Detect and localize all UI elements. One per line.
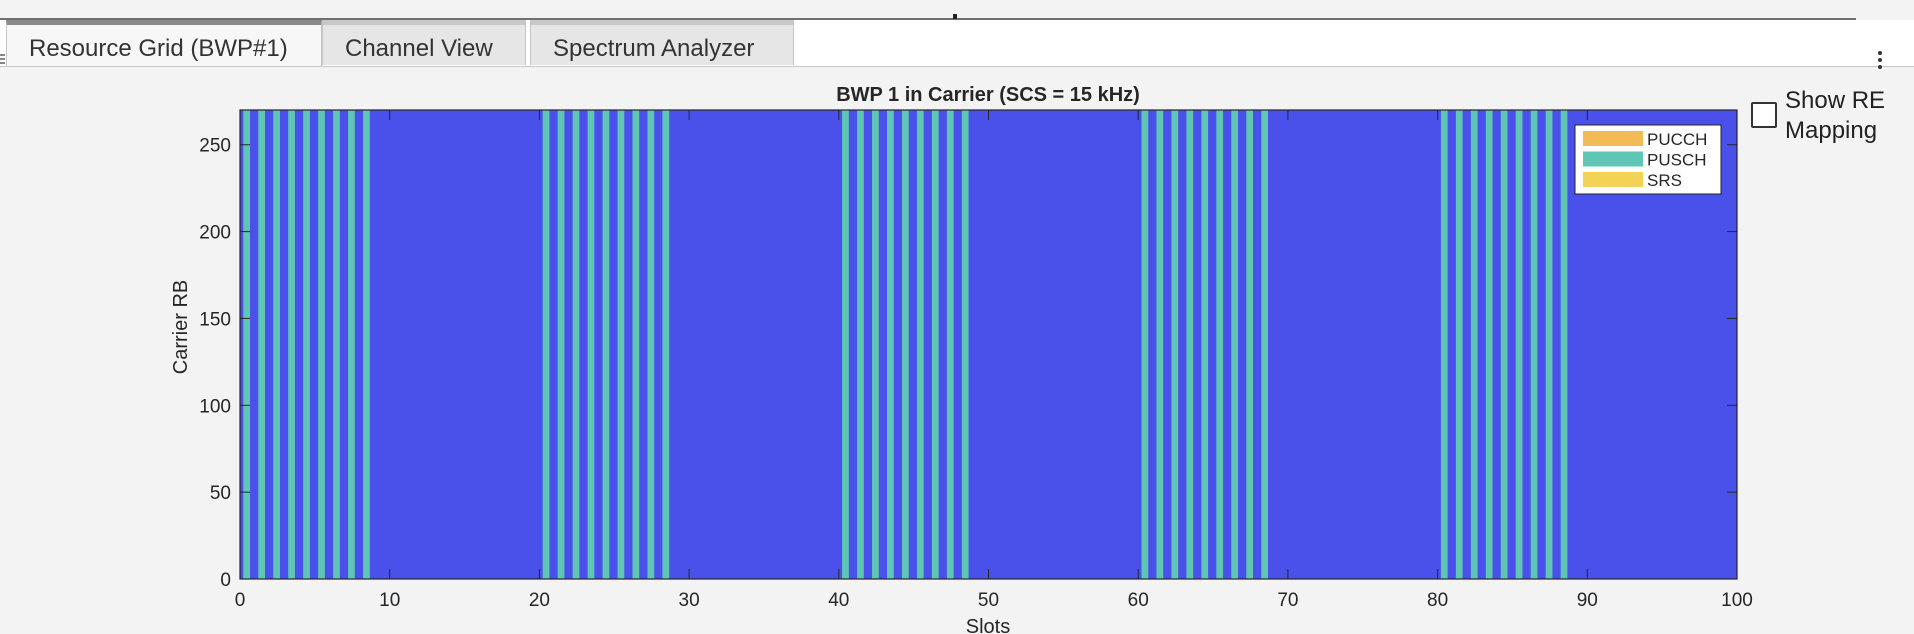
- pusch-allocation: [1201, 110, 1209, 579]
- tab-channel-view[interactable]: Channel View: [322, 20, 526, 65]
- pusch-allocation: [916, 110, 924, 579]
- x-tick-label: 10: [379, 590, 400, 611]
- pusch-allocation: [1485, 110, 1493, 579]
- pusch-allocation: [1530, 110, 1538, 579]
- plot-area: 0 10 20 30 40 50 60 70 80 90 100 0 50 100 150 200 250 PUC…: [199, 109, 1753, 611]
- y-axis-label: Carrier RB: [170, 280, 192, 374]
- pusch-allocation: [901, 110, 909, 579]
- x-tick-label: 100: [1721, 590, 1753, 611]
- tab-spectrum-analyzer[interactable]: Spectrum Analyzer: [530, 20, 794, 65]
- more-options-icon[interactable]: [1870, 48, 1890, 78]
- pusch-allocation: [557, 110, 565, 579]
- legend-label: SRS: [1647, 171, 1682, 190]
- legend-swatch: [1583, 151, 1643, 167]
- tab-resource-grid[interactable]: Resource Grid (BWP#1): [6, 20, 322, 66]
- pusch-allocation: [303, 110, 310, 579]
- top-strip: [0, 0, 1856, 20]
- pusch-allocation: [1560, 110, 1568, 579]
- pusch-allocation: [857, 110, 864, 579]
- pusch-allocation: [1261, 110, 1268, 579]
- checkbox-box[interactable]: [1751, 102, 1777, 128]
- pusch-allocation: [243, 110, 251, 579]
- pusch-allocation: [542, 110, 550, 579]
- pusch-allocation: [288, 110, 295, 579]
- legend-swatch: [1583, 131, 1643, 146]
- pusch-allocation: [617, 110, 625, 579]
- x-tick-label: 20: [529, 590, 550, 611]
- pusch-allocation: [946, 110, 954, 579]
- pusch-allocation: [632, 110, 640, 579]
- pusch-allocation: [273, 110, 280, 579]
- pusch-allocation: [1186, 110, 1194, 579]
- pusch-allocation: [1171, 110, 1179, 579]
- y-tick-label: 0: [220, 570, 231, 591]
- legend-swatch: [1583, 172, 1643, 187]
- x-tick-label: 30: [679, 590, 700, 611]
- tab-bar: Resource Grid (BWP#1) Channel View Spect…: [0, 20, 1914, 69]
- pusch-allocation: [887, 110, 894, 579]
- pusch-allocation: [1455, 110, 1463, 579]
- drag-grip-icon[interactable]: [0, 54, 5, 68]
- y-tick-label: 100: [199, 396, 231, 417]
- x-tick-label: 60: [1128, 590, 1149, 611]
- top-marker: [953, 14, 957, 19]
- pusch-allocation: [587, 110, 595, 579]
- legend-label: PUCCH: [1647, 130, 1707, 149]
- pusch-allocation: [1515, 110, 1523, 579]
- x-tick-label: 90: [1577, 590, 1598, 611]
- pusch-allocation: [842, 110, 849, 579]
- pusch-allocation: [662, 110, 670, 579]
- x-tick-label: 0: [235, 590, 246, 611]
- x-tick-label: 70: [1277, 590, 1298, 611]
- pusch-allocation: [1545, 110, 1553, 579]
- pusch-allocation: [931, 110, 939, 579]
- checkbox-label: Show RE Mapping: [1785, 87, 1886, 144]
- y-tick-label: 50: [210, 483, 231, 504]
- pusch-allocation: [1440, 110, 1448, 579]
- pusch-allocation: [1141, 110, 1149, 579]
- y-tick-label: 200: [199, 223, 231, 244]
- x-tick-label: 50: [978, 590, 999, 611]
- x-axis-label: Slots: [966, 616, 1010, 634]
- pusch-allocation: [1470, 110, 1478, 579]
- pusch-allocation: [333, 110, 340, 579]
- pusch-allocation: [872, 110, 879, 579]
- pusch-allocation: [1500, 110, 1508, 579]
- chart-title: BWP 1 in Carrier (SCS = 15 kHz): [836, 84, 1140, 106]
- x-tick-label: 40: [828, 590, 849, 611]
- pusch-allocation: [647, 110, 655, 579]
- show-re-mapping-checkbox[interactable]: Show RE Mapping: [1751, 86, 1911, 146]
- pusch-allocation: [348, 110, 355, 579]
- pusch-allocation: [363, 110, 370, 579]
- pusch-allocation: [258, 110, 265, 579]
- y-tick-label: 250: [199, 136, 231, 157]
- pusch-allocation: [961, 110, 969, 579]
- pusch-allocation: [1216, 110, 1224, 579]
- x-tick-label: 80: [1427, 590, 1448, 611]
- pusch-allocation: [1246, 110, 1254, 579]
- pusch-allocation: [1231, 110, 1239, 579]
- pusch-allocation: [1156, 110, 1164, 579]
- pusch-allocation: [602, 110, 610, 579]
- pusch-allocation: [318, 110, 325, 579]
- grid-background: [240, 110, 1737, 579]
- legend-label: PUSCH: [1647, 151, 1707, 170]
- pusch-allocation: [572, 110, 580, 579]
- y-tick-label: 150: [199, 309, 231, 330]
